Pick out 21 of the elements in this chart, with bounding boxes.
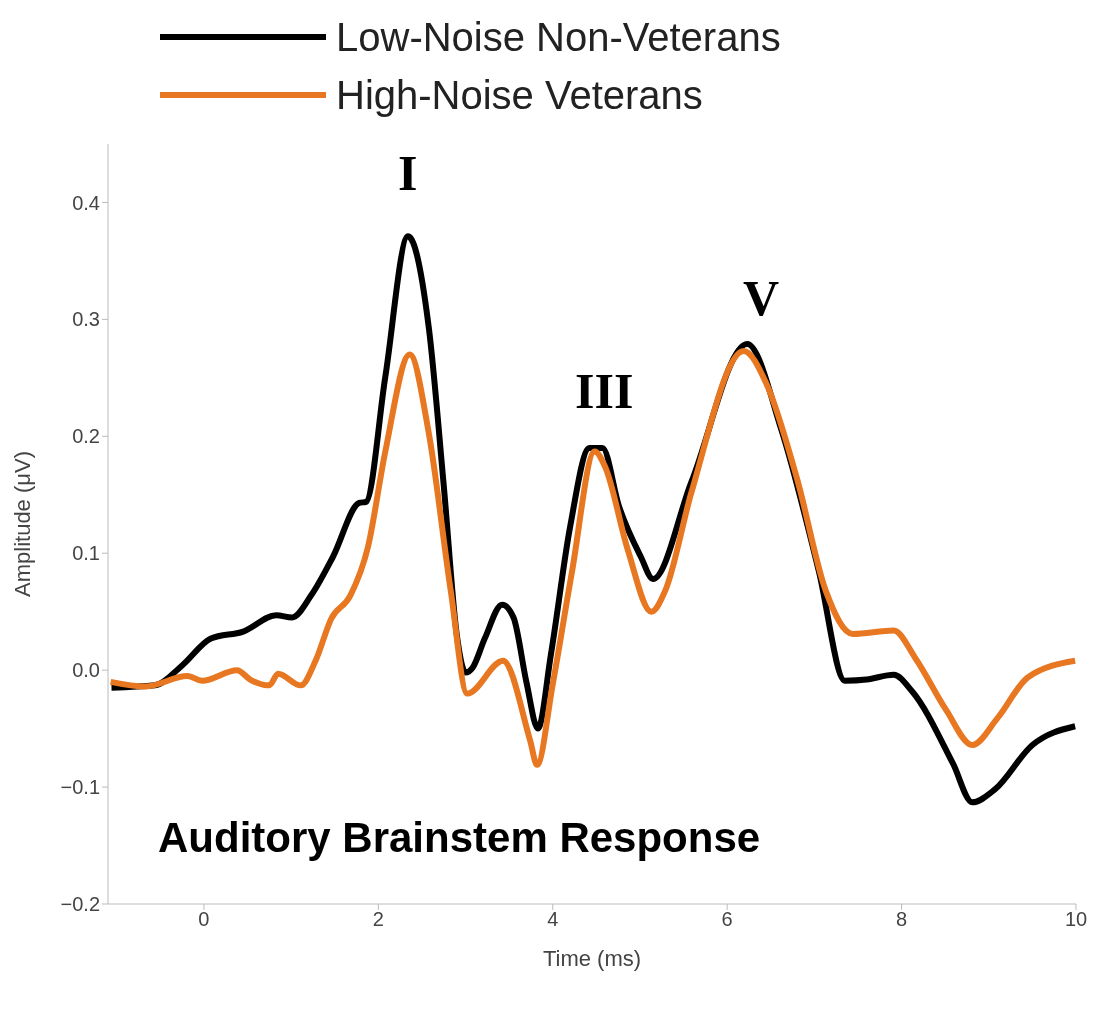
x-tick-label: 10 [1064,908,1088,931]
y-axis-title: Amplitude (μV) [9,451,35,597]
annotation: V [743,269,780,327]
y-tick-label: 0.2 [72,425,100,448]
annotation: Auditory Brainstem Response [158,814,761,862]
x-tick-label: 8 [896,908,908,931]
x-tick-label: 6 [721,908,733,931]
y-tick-label: 0.3 [72,308,100,331]
y-tick-label: 0.0 [72,659,100,682]
y-tick-label: 0.1 [72,542,100,565]
y-tick-label: −0.2 [60,893,100,916]
legend-label: Low-Noise Non-Veterans [336,14,781,60]
y-tick-label: −0.1 [60,776,100,799]
x-tick-label: 4 [547,908,559,931]
x-axis-title: Time (ms) [542,946,642,971]
x-tick-label: 2 [372,908,384,931]
y-tick-label: 0.4 [72,191,100,214]
x-tick-label: 0 [198,908,210,931]
annotation: III [575,362,634,420]
legend-label: High-Noise Veterans [336,72,703,118]
annotation: I [398,144,418,202]
